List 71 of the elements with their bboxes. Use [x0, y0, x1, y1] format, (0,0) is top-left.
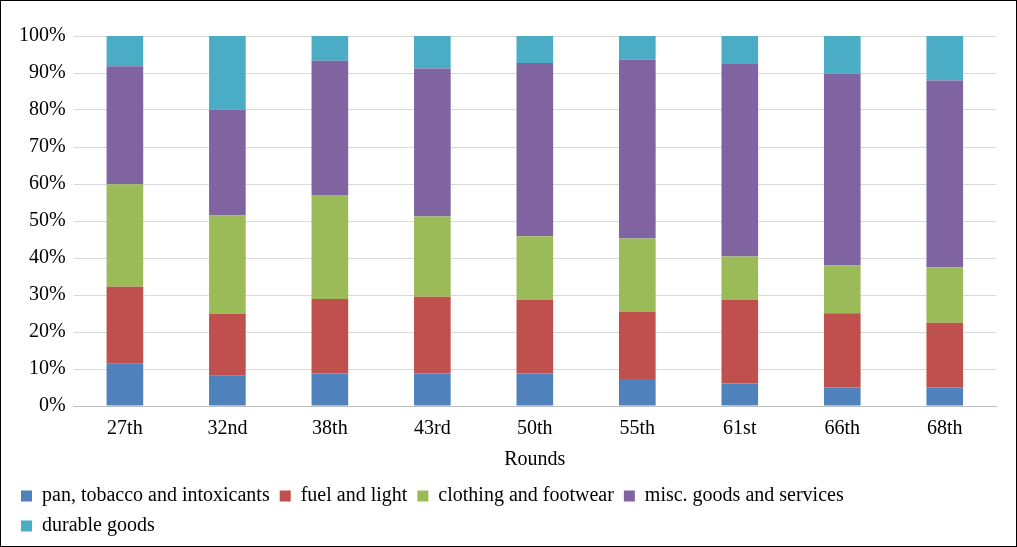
y-tick-label: 90% [28, 60, 66, 83]
bar [106, 184, 144, 287]
legend-label: fuel and light [300, 483, 408, 507]
bar [106, 66, 144, 185]
x-tick-label: 32nd [207, 416, 248, 439]
bar [516, 299, 554, 374]
x-tick-label: 38th [312, 416, 348, 439]
bar [414, 68, 451, 217]
x-tick-label: 27th [107, 416, 143, 439]
bar [926, 267, 964, 323]
bar [311, 60, 349, 196]
bar [209, 109, 246, 216]
bar [926, 36, 964, 81]
bar [823, 73, 861, 266]
bar [516, 373, 554, 406]
bar [618, 378, 656, 406]
bar [311, 299, 349, 374]
bar [106, 36, 144, 67]
legend-label: clothing and footwear [438, 483, 615, 507]
legend-label: misc. goods and services [644, 483, 844, 507]
x-tick-label: 43rd [414, 416, 451, 439]
bar [823, 387, 861, 406]
x-tick-label: 50th [517, 416, 553, 439]
bar [926, 322, 964, 388]
bar [209, 36, 246, 110]
y-tick-label: 40% [28, 245, 66, 268]
bar [106, 286, 144, 364]
bar [311, 195, 349, 300]
bar [721, 256, 759, 300]
bar [209, 313, 246, 376]
bar [618, 59, 656, 239]
bar [209, 375, 246, 406]
bar [721, 383, 759, 406]
bar [209, 215, 246, 314]
bar [414, 36, 451, 69]
bar [618, 36, 656, 60]
x-axis-title: Rounds [504, 447, 566, 470]
bar [311, 36, 349, 61]
bar [516, 36, 554, 64]
legend-label: pan, tobacco and intoxicants [42, 483, 270, 507]
bar [926, 80, 964, 268]
y-tick-label: 70% [28, 134, 66, 157]
bar [721, 64, 759, 257]
y-tick-label: 50% [28, 208, 66, 231]
bar [823, 36, 861, 74]
bar [721, 36, 759, 65]
y-tick-label: 20% [28, 319, 66, 342]
x-tick-label: 68th [926, 416, 963, 439]
y-tick-label: 100% [18, 23, 66, 46]
x-tick-label: 61st [723, 416, 757, 439]
bar [721, 299, 759, 384]
y-tick-label: 60% [28, 171, 66, 194]
legend-label: durable goods [42, 513, 155, 537]
bar [618, 238, 656, 313]
bar [414, 296, 451, 374]
y-tick-label: 30% [28, 282, 66, 305]
bar [414, 373, 451, 406]
bar [516, 236, 554, 300]
bar [516, 63, 554, 237]
bar [823, 265, 861, 314]
bar [926, 387, 964, 406]
y-tick-label: 80% [28, 97, 66, 120]
bar [311, 373, 349, 406]
bar [618, 312, 656, 379]
bar [106, 363, 144, 406]
y-tick-label: 10% [28, 356, 66, 379]
bar [823, 313, 861, 388]
y-tick-label: 0% [38, 393, 66, 416]
x-tick-label: 55th [619, 416, 656, 439]
x-tick-label: 66th [824, 416, 861, 439]
bar [414, 216, 451, 297]
